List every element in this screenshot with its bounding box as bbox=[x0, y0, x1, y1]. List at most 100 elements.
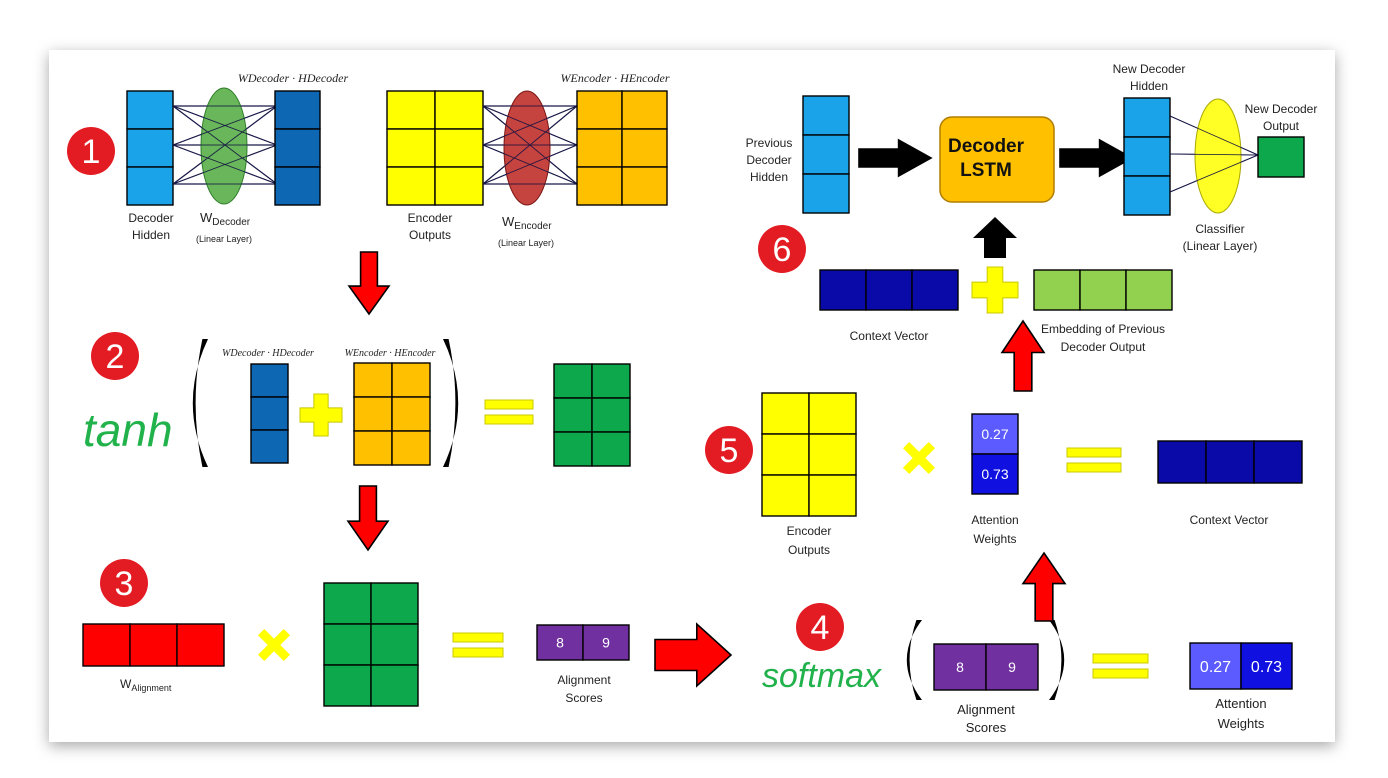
step5-context-vector-cell bbox=[1253, 440, 1303, 484]
step5-encoder-outputs-cell bbox=[808, 474, 857, 517]
encoder-projected-matrix-cell bbox=[621, 90, 668, 130]
softmax-right-paren bbox=[1049, 620, 1065, 700]
encoder-outputs-matrix-cell bbox=[386, 128, 436, 168]
step-6-badge-circle bbox=[758, 225, 806, 273]
prev-hidden-label-3: Hidden bbox=[750, 170, 788, 184]
w-decoder-linear-label: (Linear Layer) bbox=[196, 234, 252, 244]
encoder-projected-matrix-cell bbox=[576, 166, 623, 206]
step-2-badge-number: 2 bbox=[106, 338, 125, 376]
step2-decoder-vector-cell bbox=[250, 363, 289, 398]
step-5-badge: 5 bbox=[705, 426, 753, 474]
step2-encoder-matrix-cell bbox=[391, 362, 431, 398]
step6-context-vector bbox=[819, 269, 959, 311]
step5-encoder-outputs-cell bbox=[808, 433, 857, 476]
encoder-outputs-matrix-cell bbox=[434, 128, 484, 168]
diagram-card: 1 2 3 8 9 4 8 9 0.27 0.73 5 0.27 0.73 6 Decoder Hidde… bbox=[49, 50, 1335, 742]
step6-context-label: Context Vector bbox=[850, 329, 929, 343]
encoder-outputs-matrix-cell bbox=[434, 166, 484, 206]
step3-to-step4-arrow bbox=[654, 622, 733, 688]
encoder-outputs-matrix-cell bbox=[386, 166, 436, 206]
step3-alignment-scores-cell bbox=[582, 624, 630, 661]
classifier-connections-front bbox=[1169, 115, 1259, 193]
step1-decoder-connections-front-line bbox=[172, 144, 278, 185]
step5-equals-sign bbox=[1066, 447, 1122, 473]
step6-context-vector-cell bbox=[911, 269, 959, 311]
decoder-hidden-vector-cell bbox=[126, 128, 174, 168]
step5-encoder-outputs-label-2: Outputs bbox=[788, 543, 830, 557]
embedding-label-2: Decoder Output bbox=[1061, 340, 1146, 354]
step4-attention-weights-value: 0.73 bbox=[1251, 659, 1282, 676]
step5-context-vector bbox=[1157, 440, 1303, 484]
step-1-badge-number: 1 bbox=[82, 133, 101, 171]
decoder-projected-vector-cell bbox=[274, 128, 321, 168]
encoder-outputs-label-2: Outputs bbox=[409, 228, 451, 242]
step1-decoder-connections-front bbox=[172, 105, 278, 185]
step2-encoder-matrix bbox=[353, 362, 431, 466]
new-decoder-hidden bbox=[1123, 97, 1171, 216]
decoder-projected-vector-cell bbox=[274, 166, 321, 206]
w-alignment-vector bbox=[82, 623, 225, 667]
step5-equals-sign-bottom bbox=[1066, 462, 1122, 473]
step4-equals-sign-bottom bbox=[1092, 668, 1149, 679]
encoder-projected-matrix-cell bbox=[621, 166, 668, 206]
new-decoder-hidden-cell bbox=[1123, 136, 1171, 177]
step5-encoder-outputs-label-1: Encoder bbox=[787, 524, 832, 538]
previous-output-embedding bbox=[1033, 269, 1173, 311]
step3-alignment-scores-cell bbox=[536, 624, 584, 661]
step5-weights-label-1: Attention bbox=[971, 513, 1018, 527]
step2-result-matrix-cell bbox=[553, 363, 593, 399]
w-alignment-label: WAlignment bbox=[120, 677, 172, 693]
step5-to-step6-arrow bbox=[1000, 319, 1046, 392]
w-alignment-vector-cell bbox=[129, 623, 178, 667]
decoder-hidden-label-1: Decoder bbox=[128, 211, 173, 225]
step-1-badge-circle bbox=[67, 127, 115, 175]
decoder-projected-vector bbox=[274, 90, 321, 206]
step2-result-matrix bbox=[553, 363, 631, 467]
encoder-projected-matrix bbox=[576, 90, 668, 206]
step2-equals-sign bbox=[484, 399, 534, 425]
lstm-label-1: Decoder bbox=[948, 136, 1025, 157]
step2-decoder-product: WDecoder · HDecoder bbox=[222, 348, 314, 359]
step3-tanh-matrix-cell bbox=[370, 582, 419, 625]
step2-plus-sign bbox=[299, 393, 343, 437]
classifier-label-1: Classifier bbox=[1195, 222, 1244, 236]
prev-hidden-label-2: Decoder bbox=[746, 153, 791, 167]
step-2-badge: 2 bbox=[91, 332, 139, 380]
step2-encoder-matrix-cell bbox=[353, 396, 393, 432]
step1-encoder-connections-front-line bbox=[482, 105, 578, 185]
decoder-hidden-label-2: Hidden bbox=[132, 228, 170, 242]
step-2-badge-circle bbox=[91, 332, 139, 380]
step4-weights-label-1: Attention bbox=[1215, 696, 1266, 711]
step4-alignment-scores-value: 8 bbox=[956, 659, 964, 675]
step-5-badge-number: 5 bbox=[720, 432, 739, 470]
step1-encoder-connections-front-line bbox=[482, 144, 578, 185]
encoder-projected-matrix-cell bbox=[621, 128, 668, 168]
step6-up-arrow bbox=[973, 217, 1017, 258]
step5-context-vector-cell bbox=[1205, 440, 1255, 484]
w-alignment-vector-cell bbox=[176, 623, 225, 667]
step1-decoder-connections-front-line bbox=[172, 105, 278, 185]
step1-encoder-connections-front bbox=[482, 105, 578, 185]
new-output-label-2: Output bbox=[1263, 119, 1300, 133]
encoder-outputs-matrix bbox=[386, 90, 484, 206]
step3-alignment-scores-value: 8 bbox=[556, 635, 564, 651]
diagram-texts: Decoder Hidden WDecoder (Linear Layer) W… bbox=[83, 62, 1317, 735]
step5-encoder-outputs-cell bbox=[808, 392, 857, 435]
tanh-left-paren bbox=[192, 339, 208, 467]
step3-scores-label-1: Alignment bbox=[557, 673, 611, 687]
step2-decoder-vector-cell bbox=[250, 429, 289, 464]
new-decoder-output-cell bbox=[1257, 136, 1305, 178]
decoder-hidden-vector bbox=[126, 90, 174, 206]
step3-tanh-matrix-cell bbox=[370, 623, 419, 666]
new-hidden-label-1: New Decoder bbox=[1113, 62, 1186, 76]
step2-result-matrix-cell bbox=[553, 431, 593, 467]
step4-scores-label-2: Scores bbox=[966, 720, 1007, 735]
softmax-left-paren bbox=[906, 620, 922, 700]
softmax-text: softmax bbox=[762, 657, 882, 695]
new-decoder-hidden-cell bbox=[1123, 175, 1171, 216]
new-output-label-1: New Decoder bbox=[1245, 102, 1318, 116]
step5-times-sign-stroke-b bbox=[903, 442, 935, 474]
